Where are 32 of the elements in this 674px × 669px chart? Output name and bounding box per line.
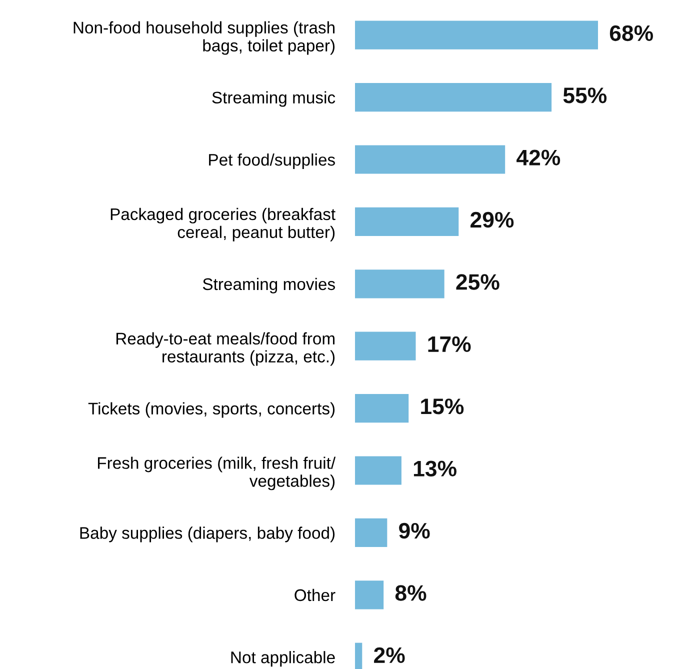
- data-label: 29%: [470, 212, 514, 228]
- data-label: 9%: [399, 522, 430, 539]
- y-tick-label: Other: [294, 588, 336, 602]
- y-tick-label: Streaming movies: [202, 278, 335, 294]
- bar: [355, 394, 409, 423]
- bar: [355, 332, 416, 360]
- y-tick-label: Streaming music: [212, 91, 336, 107]
- y-tick-label: Not applicable: [231, 651, 335, 667]
- y-tick-label: Tickets (movies, sports, concerts): [88, 402, 335, 418]
- bar: [355, 82, 552, 112]
- data-label: 25%: [456, 274, 500, 290]
- data-label: 42%: [516, 150, 560, 166]
- bar: [355, 145, 506, 174]
- bar: [355, 20, 598, 50]
- bar: [355, 518, 388, 548]
- data-label: 55%: [563, 88, 607, 104]
- bar: [355, 270, 444, 298]
- y-tick-label: Baby supplies (diapers, baby food): [80, 526, 335, 542]
- data-label: 68%: [610, 25, 654, 42]
- y-tick-label: Ready-to-eat meals/food from restaurants (pizza, etc.): [116, 332, 335, 366]
- bar: [355, 207, 459, 236]
- data-label: 15%: [421, 398, 464, 414]
- data-label: 8%: [395, 585, 426, 601]
- bar: [355, 456, 402, 485]
- data-label: 2%: [374, 647, 405, 664]
- y-tick-label: Fresh groceries (milk, fresh fruit/ vegetables): [98, 456, 336, 490]
- data-label: 17%: [428, 336, 471, 352]
- y-tick-label: Pet food/supplies: [209, 153, 335, 169]
- bar: [355, 580, 384, 610]
- y-tick-label: Non-food household supplies (trash bags, toilet paper): [74, 21, 335, 55]
- y-tick-label: Packaged groceries (breakfast cereal, peanut butter): [110, 208, 336, 242]
- data-label: 13%: [414, 460, 456, 476]
